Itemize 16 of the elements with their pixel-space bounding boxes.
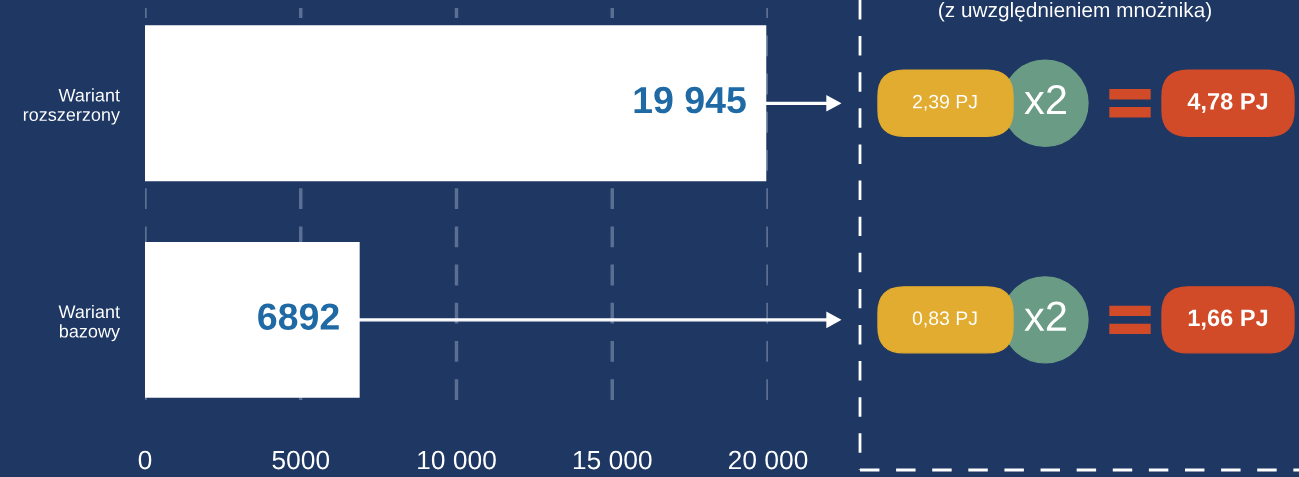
x-tick-label: 0 <box>138 450 152 470</box>
x-tick-label: 10 000 <box>418 450 496 470</box>
x-tick-label: 5000 <box>272 450 330 470</box>
y-tick-label: Wariant bazowy <box>58 304 120 342</box>
text: 1,66 PJ <box>1188 309 1268 330</box>
text: (z uwzględnieniem mnożnika) <box>939 2 1211 22</box>
x-tick-label: 20 000 <box>728 450 808 470</box>
y-tick-label: Wariant rozszerzony <box>23 88 120 125</box>
text: 4,78 PJ <box>1187 92 1268 114</box>
text: x2 <box>1024 301 1066 331</box>
text: 0,83 PJ <box>912 311 977 328</box>
data-label: 6892 <box>258 303 339 330</box>
text: 2,39 PJ <box>913 94 977 111</box>
data-label: 19 945 <box>634 86 746 114</box>
x-tick-label: 15 000 <box>573 450 652 470</box>
text: x2 <box>1024 84 1066 115</box>
